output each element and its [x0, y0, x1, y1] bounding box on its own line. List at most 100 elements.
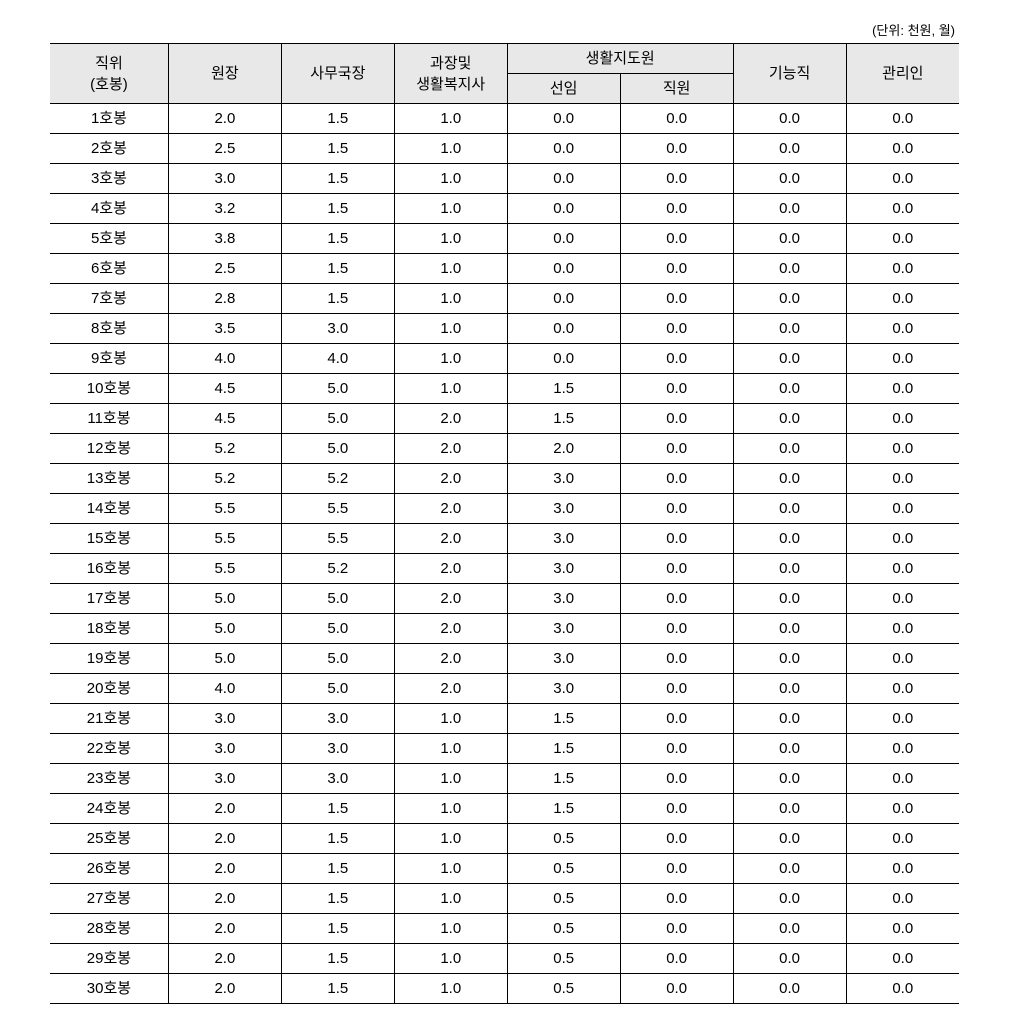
table-cell: 18호봉 [50, 614, 168, 644]
table-cell: 0.0 [733, 974, 846, 1004]
table-cell: 0.5 [507, 824, 620, 854]
header-position: 직위 (호봉) [50, 44, 168, 104]
table-row: 11호봉4.55.02.01.50.00.00.0 [50, 404, 959, 434]
table-row: 20호봉4.05.02.03.00.00.00.0 [50, 674, 959, 704]
table-cell: 0.0 [507, 254, 620, 284]
header-manager-line1: 과장및 [430, 55, 471, 72]
table-cell: 0.0 [733, 494, 846, 524]
table-cell: 0.0 [620, 254, 733, 284]
table-row: 25호봉2.01.51.00.50.00.00.0 [50, 824, 959, 854]
table-cell: 0.0 [620, 584, 733, 614]
table-cell: 19호봉 [50, 644, 168, 674]
table-row: 1호봉2.01.51.00.00.00.00.0 [50, 104, 959, 134]
table-cell: 0.0 [620, 884, 733, 914]
table-cell: 5.5 [168, 494, 281, 524]
table-cell: 0.0 [846, 104, 959, 134]
table-cell: 0.5 [507, 974, 620, 1004]
table-cell: 1.0 [394, 344, 507, 374]
table-cell: 0.0 [620, 104, 733, 134]
table-cell: 0.0 [846, 464, 959, 494]
table-cell: 0.0 [620, 794, 733, 824]
table-cell: 1.0 [394, 704, 507, 734]
table-cell: 0.0 [733, 164, 846, 194]
table-cell: 3.0 [507, 554, 620, 584]
table-cell: 3.0 [507, 464, 620, 494]
table-cell: 2.0 [168, 854, 281, 884]
table-cell: 2.0 [168, 104, 281, 134]
header-position-line2: (호봉) [90, 76, 128, 93]
table-cell: 4.5 [168, 374, 281, 404]
table-cell: 0.0 [620, 824, 733, 854]
table-cell: 0.0 [620, 734, 733, 764]
table-row: 27호봉2.01.51.00.50.00.00.0 [50, 884, 959, 914]
table-cell: 5.2 [168, 464, 281, 494]
table-cell: 0.0 [620, 704, 733, 734]
table-cell: 7호봉 [50, 284, 168, 314]
table-cell: 2호봉 [50, 134, 168, 164]
table-cell: 0.0 [620, 644, 733, 674]
table-cell: 0.0 [733, 794, 846, 824]
table-cell: 3.5 [168, 314, 281, 344]
table-cell: 1.5 [507, 794, 620, 824]
table-cell: 2.8 [168, 284, 281, 314]
header-director: 원장 [168, 44, 281, 104]
table-cell: 0.0 [620, 194, 733, 224]
table-cell: 10호봉 [50, 374, 168, 404]
table-row: 18호봉5.05.02.03.00.00.00.0 [50, 614, 959, 644]
table-cell: 2.0 [394, 614, 507, 644]
table-cell: 5.5 [168, 524, 281, 554]
table-cell: 3.0 [507, 614, 620, 644]
table-cell: 16호봉 [50, 554, 168, 584]
table-cell: 0.0 [620, 524, 733, 554]
table-cell: 0.5 [507, 884, 620, 914]
table-cell: 2.0 [394, 584, 507, 614]
table-cell: 3.8 [168, 224, 281, 254]
table-row: 23호봉3.03.01.01.50.00.00.0 [50, 764, 959, 794]
table-row: 16호봉5.55.22.03.00.00.00.0 [50, 554, 959, 584]
table-cell: 1.0 [394, 254, 507, 284]
header-senior: 선임 [507, 74, 620, 104]
table-row: 19호봉5.05.02.03.00.00.00.0 [50, 644, 959, 674]
table-cell: 0.0 [846, 974, 959, 1004]
table-cell: 1.5 [281, 974, 394, 1004]
table-cell: 5.0 [281, 644, 394, 674]
table-cell: 0.0 [846, 494, 959, 524]
table-cell: 0.0 [507, 164, 620, 194]
table-cell: 1.5 [281, 794, 394, 824]
table-cell: 0.0 [733, 254, 846, 284]
table-cell: 3.0 [507, 494, 620, 524]
table-cell: 0.0 [846, 344, 959, 374]
table-cell: 1.0 [394, 104, 507, 134]
table-cell: 0.0 [846, 374, 959, 404]
table-cell: 1.5 [507, 734, 620, 764]
table-cell: 0.0 [733, 314, 846, 344]
header-manager: 과장및 생활복지사 [394, 44, 507, 104]
table-cell: 0.0 [733, 884, 846, 914]
table-cell: 1.5 [281, 134, 394, 164]
table-cell: 1.5 [281, 284, 394, 314]
table-cell: 0.0 [733, 854, 846, 884]
table-cell: 2.0 [394, 554, 507, 584]
table-cell: 0.0 [620, 494, 733, 524]
table-cell: 1.0 [394, 884, 507, 914]
table-cell: 0.0 [733, 464, 846, 494]
table-cell: 27호봉 [50, 884, 168, 914]
table-cell: 1.0 [394, 764, 507, 794]
table-row: 26호봉2.01.51.00.50.00.00.0 [50, 854, 959, 884]
table-cell: 1.5 [507, 764, 620, 794]
table-cell: 1.0 [394, 164, 507, 194]
table-cell: 0.0 [846, 284, 959, 314]
table-row: 10호봉4.55.01.01.50.00.00.0 [50, 374, 959, 404]
table-cell: 1.5 [281, 824, 394, 854]
table-cell: 26호봉 [50, 854, 168, 884]
table-cell: 0.0 [846, 584, 959, 614]
table-cell: 1.5 [281, 104, 394, 134]
table-cell: 4호봉 [50, 194, 168, 224]
header-caretaker: 관리인 [846, 44, 959, 104]
table-cell: 1.5 [281, 164, 394, 194]
table-cell: 1.0 [394, 914, 507, 944]
header-counselor-group: 생활지도원 [507, 44, 733, 74]
table-cell: 0.0 [733, 674, 846, 704]
table-cell: 3.0 [281, 314, 394, 344]
header-position-line1: 직위 [95, 55, 123, 72]
